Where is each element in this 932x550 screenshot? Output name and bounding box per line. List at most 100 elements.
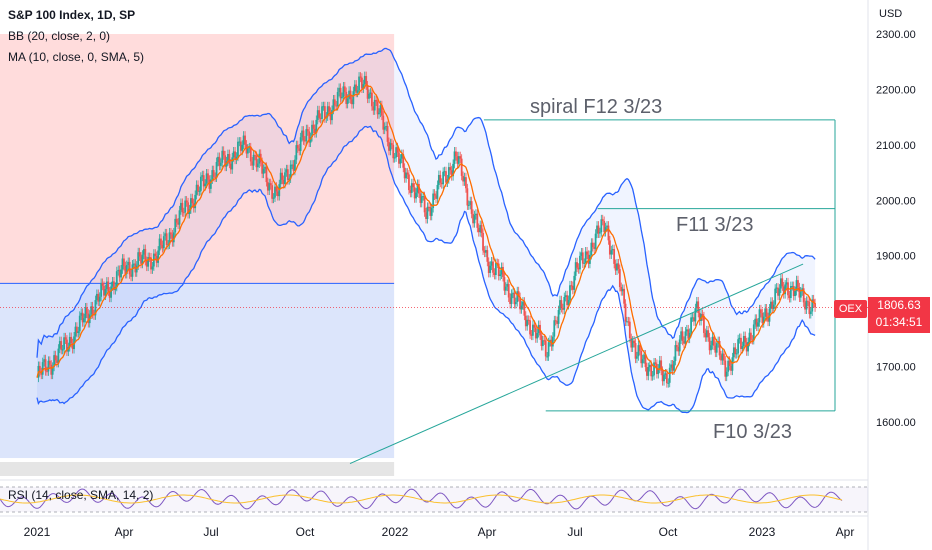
- candle-body: [419, 193, 422, 203]
- candle-body: [530, 334, 533, 336]
- candle-body: [450, 170, 453, 177]
- candle-body: [480, 225, 483, 233]
- candle-body: [361, 77, 363, 89]
- candle-body: [168, 232, 171, 245]
- candle-body: [509, 297, 512, 304]
- candle-body: [234, 151, 236, 160]
- candle-body: [494, 263, 497, 275]
- candle-body: [523, 301, 526, 316]
- trendline[interactable]: [349, 263, 804, 465]
- candle-body: [198, 190, 201, 192]
- candle-body: [504, 286, 507, 291]
- candle-body: [73, 336, 75, 350]
- candle-body: [675, 345, 678, 347]
- candle-body: [470, 201, 473, 214]
- candle-body: [792, 285, 795, 297]
- candle-body: [98, 296, 101, 302]
- candle-body: [97, 293, 100, 302]
- candle-body: [336, 92, 339, 107]
- candle-body: [299, 137, 302, 151]
- candle-body: [798, 287, 801, 298]
- candle-body: [237, 141, 239, 157]
- candle-body: [91, 306, 94, 315]
- candle-body: [661, 370, 664, 382]
- candle-body: [497, 263, 500, 277]
- legend-symbol[interactable]: S&P 100 Index, 1D, SP: [8, 8, 136, 22]
- candle-body: [157, 250, 160, 263]
- rsi-ma-line[interactable]: [0, 494, 843, 504]
- legend-bb[interactable]: BB (20, close, 2, 0): [8, 29, 111, 43]
- candle-body: [705, 330, 708, 338]
- bb-upper-line[interactable]: [36, 47, 816, 358]
- candle-body: [727, 360, 730, 372]
- candle-body: [529, 320, 531, 335]
- candle-body: [416, 183, 419, 193]
- candle-body: [698, 312, 701, 322]
- legend-ma[interactable]: MA (10, close, 0, SMA, 5): [8, 50, 145, 64]
- candle-body: [446, 179, 449, 183]
- annotation-label[interactable]: spiral F12 3/23: [530, 96, 662, 118]
- candle-body: [368, 93, 370, 99]
- candle-body: [399, 158, 402, 164]
- candle-body: [633, 340, 635, 344]
- candle-body: [524, 315, 527, 327]
- candle-body: [761, 313, 764, 324]
- candle-body: [631, 340, 634, 348]
- candle-body: [514, 302, 517, 305]
- candle-body: [376, 101, 379, 115]
- candle-body: [405, 172, 407, 179]
- candle-body: [331, 109, 333, 121]
- candle-body: [594, 233, 597, 249]
- candle-body: [170, 232, 172, 235]
- candle-body: [606, 225, 608, 228]
- candle-body: [663, 374, 665, 382]
- candle-body: [598, 232, 601, 234]
- candle-body: [142, 248, 145, 255]
- candle-body: [58, 341, 61, 349]
- candle-body: [614, 263, 617, 271]
- candle-body: [646, 367, 648, 376]
- candle-body: [477, 227, 480, 233]
- rsi-line[interactable]: [0, 488, 843, 510]
- candle-body: [437, 174, 440, 185]
- candle-body: [231, 157, 234, 170]
- candle-body: [546, 356, 549, 358]
- candle-body: [235, 156, 238, 160]
- candle-body: [370, 92, 373, 107]
- candle-body: [408, 174, 410, 191]
- bb-lower-line[interactable]: [36, 125, 816, 414]
- candle-body: [628, 321, 631, 339]
- legend-rsi[interactable]: RSI (14, close, SMA, 14, 2): [8, 488, 154, 502]
- annotation-label[interactable]: F10 3/23: [713, 421, 792, 443]
- candle-body: [110, 286, 113, 298]
- candle-body: [697, 301, 700, 313]
- candle-body: [247, 148, 249, 154]
- candle-body: [333, 99, 336, 106]
- ma-line[interactable]: [36, 83, 816, 378]
- annotation-label[interactable]: F11 3/23: [676, 214, 753, 236]
- candle-body: [748, 332, 751, 342]
- candle-body: [704, 333, 707, 338]
- candle-body: [482, 232, 484, 251]
- candle-body: [429, 206, 432, 216]
- candle-body: [620, 287, 623, 292]
- candle-body: [57, 348, 60, 363]
- candle-body: [804, 302, 806, 310]
- candle-body: [306, 129, 309, 132]
- candle-body: [145, 260, 148, 267]
- candle-body: [479, 225, 482, 233]
- candle-body: [305, 129, 308, 142]
- candle-body: [527, 319, 530, 321]
- candle-body: [197, 184, 199, 192]
- candle-body: [691, 317, 694, 319]
- candle-body: [690, 317, 692, 333]
- candle-body: [221, 150, 224, 163]
- time-tick-label: Apr: [478, 525, 497, 539]
- candle-body: [345, 91, 348, 104]
- candle-body: [215, 161, 218, 178]
- candle-body: [123, 258, 125, 267]
- time-tick-label: Jul: [203, 525, 218, 539]
- candle-body: [311, 124, 313, 138]
